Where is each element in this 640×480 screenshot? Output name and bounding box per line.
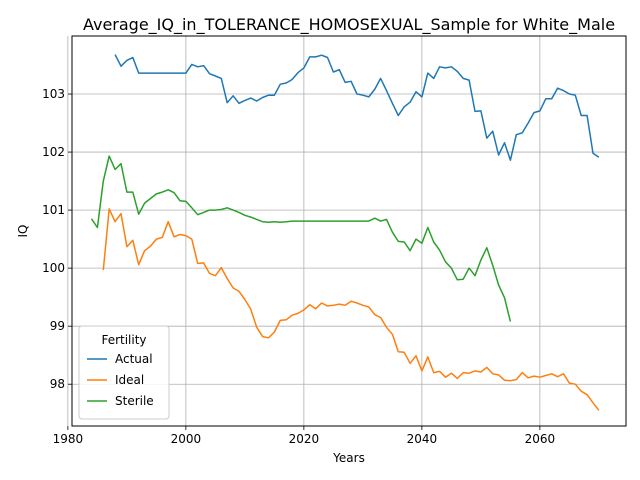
legend: Fertility Actual Ideal Sterile bbox=[78, 325, 170, 420]
y-tick-label: 100 bbox=[42, 261, 65, 275]
y-axis-label: IQ bbox=[16, 225, 30, 238]
x-tick-label: 2020 bbox=[289, 432, 320, 446]
series-line-actual bbox=[114, 54, 600, 161]
x-tick-label: 2000 bbox=[171, 432, 202, 446]
plot-frame bbox=[71, 35, 627, 427]
x-axis-ticks: 1980 2000 2020 2040 2060 bbox=[53, 426, 556, 446]
x-tick-label: 1980 bbox=[53, 432, 84, 446]
legend-label-ideal: Ideal bbox=[115, 373, 144, 387]
legend-label-sterile: Sterile bbox=[115, 394, 154, 408]
legend-title: Fertility bbox=[101, 333, 146, 347]
grid bbox=[67, 36, 626, 426]
series-line-ideal bbox=[102, 208, 600, 411]
chart-title: Average_IQ_in_TOLERANCE_HOMOSEXUAL_Sampl… bbox=[83, 15, 615, 35]
x-tick-label: 2060 bbox=[525, 432, 556, 446]
y-tick-label: 101 bbox=[42, 203, 65, 217]
y-axis-ticks: 98 99 100 101 102 103 bbox=[42, 87, 72, 391]
y-tick-label: 103 bbox=[42, 87, 65, 101]
y-tick-label: 98 bbox=[50, 377, 65, 391]
legend-box bbox=[78, 325, 170, 420]
x-tick-label: 2040 bbox=[407, 432, 438, 446]
x-axis-label: Years bbox=[332, 451, 365, 465]
series-line-sterile bbox=[90, 155, 512, 322]
y-tick-label: 102 bbox=[42, 145, 65, 159]
legend-label-actual: Actual bbox=[115, 352, 153, 366]
y-tick-label: 99 bbox=[50, 319, 65, 333]
series-lines bbox=[90, 54, 600, 411]
